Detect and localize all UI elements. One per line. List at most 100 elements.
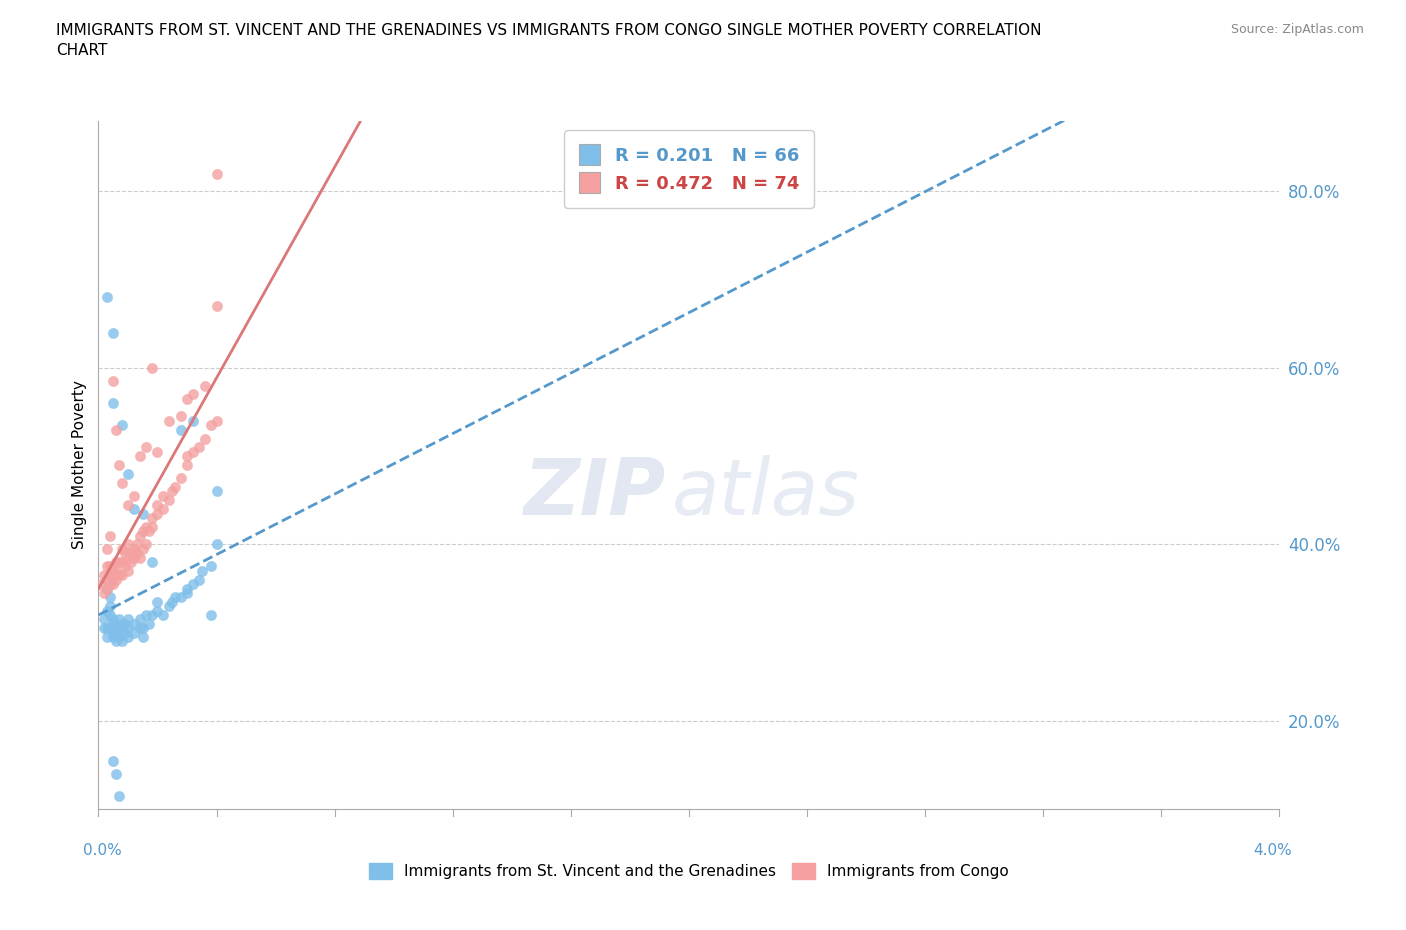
Point (132, 524, 155, 538)
Point (93, 586, 115, 601)
Point (103, 564, 125, 578)
Point (108, 789, 131, 804)
Point (96, 630, 118, 644)
Point (117, 612, 139, 627)
Point (170, 409, 193, 424)
Point (128, 528, 150, 543)
Point (138, 617, 160, 631)
Point (120, 554, 142, 569)
Point (96, 572, 118, 587)
Point (108, 612, 131, 627)
Point (157, 414, 180, 429)
Point (146, 445, 169, 459)
Point (111, 568, 134, 583)
Point (103, 753, 125, 768)
Point (157, 493, 180, 508)
Point (176, 581, 198, 596)
Point (128, 551, 150, 565)
Point (122, 625, 145, 640)
Point (162, 594, 183, 609)
Point (111, 625, 134, 640)
Point (152, 488, 174, 503)
Point (105, 621, 128, 636)
Point (111, 475, 134, 490)
Legend: R = 0.201   N = 66, R = 0.472   N = 74: R = 0.201 N = 66, R = 0.472 N = 74 (564, 130, 814, 207)
Point (105, 634, 128, 649)
Point (187, 572, 209, 587)
Text: ZIP: ZIP (523, 455, 665, 530)
Point (98, 599, 121, 614)
Point (108, 554, 131, 569)
Point (132, 630, 155, 644)
Point (194, 379, 217, 393)
Point (96, 541, 118, 556)
Point (117, 498, 139, 512)
Point (152, 607, 174, 622)
Point (122, 488, 145, 503)
Text: Source: ZipAtlas.com: Source: ZipAtlas.com (1230, 23, 1364, 36)
Point (98, 528, 121, 543)
Point (146, 604, 169, 618)
Point (108, 621, 131, 636)
Point (96, 604, 118, 618)
Point (141, 554, 163, 569)
Point (111, 554, 134, 569)
Point (108, 568, 131, 583)
Point (191, 564, 214, 578)
Point (105, 554, 128, 569)
Point (125, 546, 148, 561)
Point (117, 564, 139, 578)
Point (146, 594, 169, 609)
Text: atlas: atlas (672, 455, 859, 530)
Point (205, 537, 228, 551)
Point (176, 458, 198, 472)
Point (98, 590, 121, 604)
Point (114, 559, 136, 574)
Point (96, 581, 118, 596)
Point (122, 617, 145, 631)
Text: IMMIGRANTS FROM ST. VINCENT AND THE GRENADINES VS IMMIGRANTS FROM CONGO SINGLE M: IMMIGRANTS FROM ST. VINCENT AND THE GREN… (56, 23, 1042, 58)
Point (128, 621, 150, 636)
Point (98, 621, 121, 636)
Point (122, 501, 145, 516)
Point (181, 445, 204, 459)
Legend: Immigrants from St. Vincent and the Grenadines, Immigrants from Congo: Immigrants from St. Vincent and the Gren… (363, 857, 1015, 885)
Point (122, 551, 145, 565)
Point (141, 519, 163, 534)
Point (132, 621, 155, 636)
Point (187, 440, 209, 455)
Point (114, 617, 136, 631)
Point (120, 546, 142, 561)
Point (138, 524, 160, 538)
Point (162, 484, 183, 498)
Point (205, 484, 228, 498)
Point (111, 617, 134, 631)
Point (111, 634, 134, 649)
Point (103, 630, 125, 644)
Point (98, 577, 121, 591)
Point (98, 607, 121, 622)
Point (205, 414, 228, 429)
Point (205, 299, 228, 313)
Point (176, 392, 198, 406)
Point (170, 422, 193, 437)
Point (135, 519, 157, 534)
Point (152, 501, 174, 516)
Point (176, 586, 198, 601)
Point (93, 621, 115, 636)
Point (98, 568, 121, 583)
Point (103, 577, 125, 591)
Point (117, 630, 139, 644)
Text: 0.0%: 0.0% (83, 844, 122, 858)
Point (103, 374, 125, 389)
Point (157, 599, 180, 614)
Point (111, 418, 134, 432)
Point (105, 766, 128, 781)
Point (135, 440, 157, 455)
Point (194, 432, 217, 446)
Point (205, 166, 228, 181)
Point (146, 498, 169, 512)
Point (105, 572, 128, 587)
Point (200, 607, 222, 622)
Point (170, 471, 193, 485)
